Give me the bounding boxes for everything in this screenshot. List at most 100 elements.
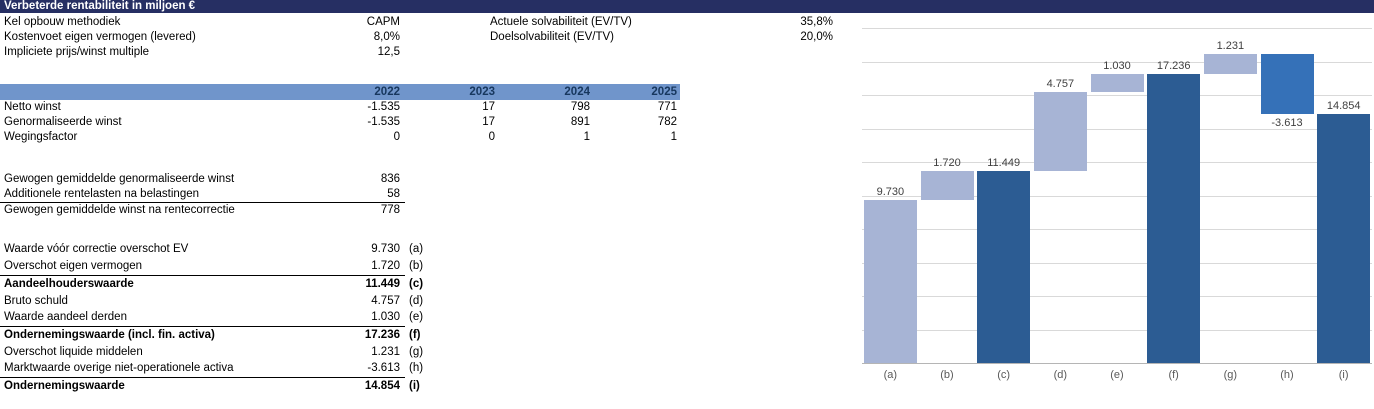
row-label: Overschot eigen vermogen xyxy=(4,260,143,272)
row-tag: (e) xyxy=(409,311,424,323)
bar-value-label: 11.449 xyxy=(987,157,1021,170)
gridline xyxy=(862,128,1372,130)
waterfall-bar-(e) xyxy=(1090,74,1144,92)
info-value: 12,5 xyxy=(377,46,400,58)
row-value: 778 xyxy=(380,204,400,216)
row-label: Overschot liquide middelen xyxy=(4,346,143,358)
info-row: Kostenvoet eigen vermogen (levered) 8,0%… xyxy=(0,30,860,45)
summary-row: Waarde aandeel derden 1.030 (e) xyxy=(0,309,423,327)
cell-value: -1.535 xyxy=(367,101,400,113)
row-tag: (d) xyxy=(409,295,424,307)
gridline xyxy=(862,262,1372,264)
cell-value: 782 xyxy=(657,116,677,128)
info-value: 8,0% xyxy=(373,31,400,43)
row-label: Gewogen gemiddelde winst na rentecorrect… xyxy=(4,204,235,216)
cell-value: 1 xyxy=(670,131,677,143)
gridline xyxy=(862,95,1372,96)
info-value: 20,0% xyxy=(800,31,833,43)
row-label: Ondernemingswaarde xyxy=(4,380,125,392)
waterfall-bar-(h) xyxy=(1260,53,1314,115)
info-label: Impliciete prijs/winst multiple xyxy=(4,46,150,58)
waterfall-bar-(a) xyxy=(863,200,917,363)
row-label: Wegingsfactor xyxy=(4,131,78,143)
row-value: 9.730 xyxy=(371,243,400,255)
table-row: Netto winst -1.535 17 798 771 xyxy=(0,100,700,115)
gridline xyxy=(862,61,1372,63)
cell-value: 0 xyxy=(393,131,400,143)
bar-value-label: 1.030 xyxy=(1103,60,1131,73)
year-header: 2024 xyxy=(564,86,590,98)
gridline xyxy=(862,28,1372,29)
row-value: 1.030 xyxy=(371,311,400,323)
summary-row-total: Aandeelhouderswaarde 11.449 (c) xyxy=(0,276,423,293)
row-tag: (g) xyxy=(409,346,424,358)
gridline xyxy=(862,329,1372,331)
row-value: 836 xyxy=(380,173,400,185)
table-row: Genormaliseerde winst -1.535 17 891 782 xyxy=(0,115,700,130)
year-header-row: 2022 2023 2024 2025 xyxy=(0,84,680,100)
year-header: 2025 xyxy=(651,86,677,98)
cell-value: 798 xyxy=(570,101,590,113)
waterfall-chart: 9.730 (a) 1.720 (b) 11.449 (c) 4.757 (d) 1.030 (e… xyxy=(860,0,1374,409)
summary-row-total: Ondernemingswaarde 14.854 (i) xyxy=(0,378,420,395)
category-label: (g) xyxy=(1223,369,1238,381)
cell-value: 1 xyxy=(583,131,590,143)
cell-value: 0 xyxy=(488,131,495,143)
info-label: Doelsolvabiliteit (EV/TV) xyxy=(490,31,614,43)
bar-value-label: 17.236 xyxy=(1156,60,1191,73)
year-header: 2023 xyxy=(469,86,495,98)
waterfall-bar-(f) xyxy=(1147,74,1201,363)
bar-value-label: 1.720 xyxy=(933,157,961,170)
category-label: (a) xyxy=(883,369,898,381)
row-tag: (h) xyxy=(409,362,424,374)
row-tag: (i) xyxy=(409,380,420,392)
category-label: (h) xyxy=(1280,369,1294,381)
info-row: Kel opbouw methodiek CAPM Actuele solvab… xyxy=(0,15,860,30)
row-value: 58 xyxy=(387,188,400,200)
summary-row: Waarde vóór correctie overschot EV 9.730… xyxy=(0,241,423,258)
summary-row-total: Ondernemingswaarde (incl. fin. activa) 1… xyxy=(0,327,421,344)
row-value: 1.231 xyxy=(371,346,400,358)
cell-value: 17 xyxy=(482,116,495,128)
bar-value-label: 1.231 xyxy=(1216,39,1245,52)
row-value: -3.613 xyxy=(367,362,400,374)
row-tag: (f) xyxy=(409,329,421,341)
summary-row: Gewogen gemiddelde winst na rentecorrect… xyxy=(0,203,405,218)
bar-value-label: 9.730 xyxy=(876,186,905,199)
page-title: Verbeterde rentabiliteit in miljoen € xyxy=(0,0,1374,13)
row-label: Waarde vóór correctie overschot EV xyxy=(4,243,189,255)
info-label: Kel opbouw methodiek xyxy=(4,16,121,28)
row-value: 4.757 xyxy=(371,295,400,307)
cell-value: 771 xyxy=(657,101,677,113)
table-row: Wegingsfactor 0 0 1 1 xyxy=(0,130,700,145)
row-label: Netto winst xyxy=(4,101,61,113)
category-label: (c) xyxy=(997,369,1011,381)
row-tag: (a) xyxy=(409,243,424,255)
category-label: (i) xyxy=(1338,369,1349,381)
info-value: 35,8% xyxy=(800,16,833,28)
row-value: 17.236 xyxy=(364,329,400,341)
info-label: Kostenvoet eigen vermogen (levered) xyxy=(4,31,196,43)
row-tag: (c) xyxy=(409,278,424,290)
row-label: Aandeelhouderswaarde xyxy=(4,278,134,290)
bar-value-label: 4.757 xyxy=(1046,77,1075,90)
gridline xyxy=(862,195,1372,197)
info-label: Actuele solvabiliteit (EV/TV) xyxy=(490,16,632,28)
row-value: 14.854 xyxy=(364,380,400,392)
category-label: (d) xyxy=(1053,369,1068,381)
gridline xyxy=(862,296,1372,297)
bar-value-label: 14.854 xyxy=(1326,100,1361,113)
cell-value: -1.535 xyxy=(367,116,400,128)
info-row: Impliciete prijs/winst multiple 12,5 xyxy=(0,45,860,60)
waterfall-bar-(d) xyxy=(1033,91,1087,172)
row-label: Ondernemingswaarde (incl. fin. activa) xyxy=(4,329,215,341)
category-label: (e) xyxy=(1110,369,1124,381)
waterfall-bar-(b) xyxy=(920,171,974,200)
category-label: (b) xyxy=(940,369,954,381)
category-label: (f) xyxy=(1168,369,1179,381)
row-label: Gewogen gemiddelde genormaliseerde winst xyxy=(4,173,235,185)
cell-value: 17 xyxy=(482,101,495,113)
bar-value-label: -3.613 xyxy=(1271,117,1303,130)
row-label: Waarde aandeel derden xyxy=(4,311,127,323)
